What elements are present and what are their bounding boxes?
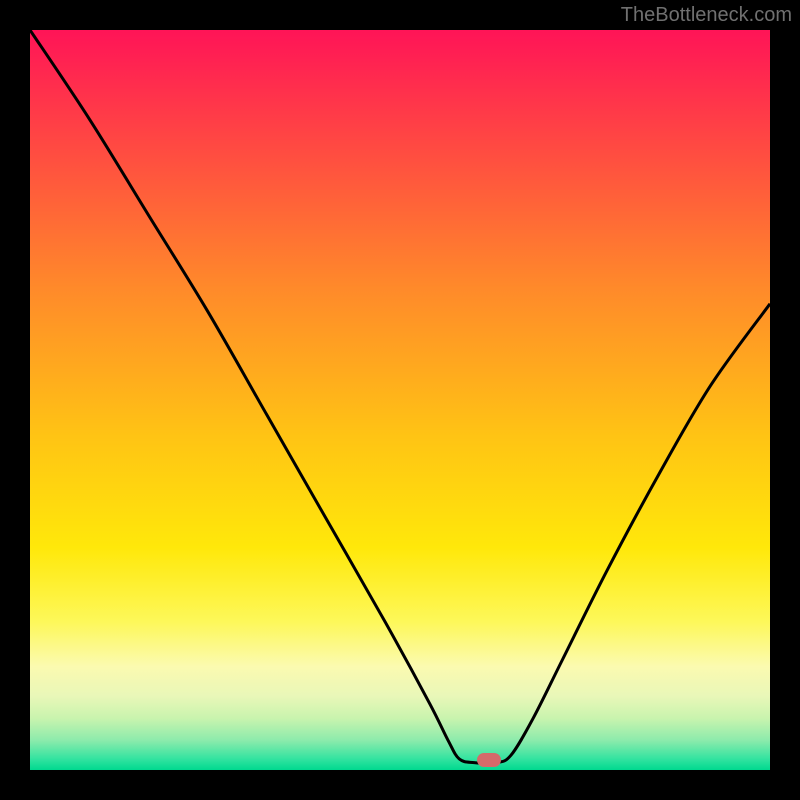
minimum-marker [477, 753, 501, 767]
plot-area [30, 30, 770, 770]
watermark-text: TheBottleneck.com [621, 4, 792, 27]
bottleneck-curve [30, 30, 770, 770]
